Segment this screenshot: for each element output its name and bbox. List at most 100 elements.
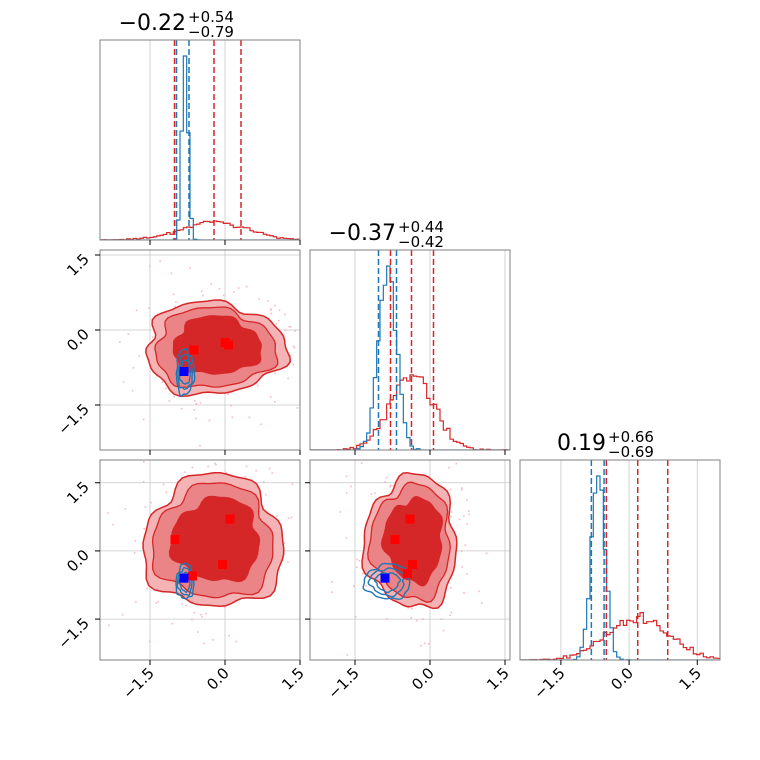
scatter-point: [142, 418, 145, 421]
scatter-point: [423, 642, 426, 645]
scatter-point: [172, 293, 175, 296]
scatter-point: [203, 642, 205, 645]
scatter-point: [448, 466, 450, 469]
scatter-point: [193, 611, 196, 614]
scatter-point: [422, 618, 424, 621]
scatter-point: [345, 492, 348, 494]
red-histogram: [520, 612, 720, 660]
scatter-point: [450, 515, 452, 518]
scatter-point: [352, 585, 355, 587]
panel-content: [107, 460, 300, 645]
scatter-point: [151, 336, 154, 339]
scatter-point: [228, 634, 231, 637]
x-tick-label: −1.5: [530, 664, 568, 702]
scatter-point: [278, 309, 281, 311]
scatter-point: [411, 608, 413, 610]
scatter-point: [233, 291, 235, 293]
scatter-point: [416, 619, 418, 622]
scatter-point: [174, 305, 177, 308]
scatter-point: [466, 572, 468, 575]
scatter-point: [162, 483, 165, 486]
scatter-point: [245, 285, 248, 288]
red-marker: [225, 514, 235, 524]
scatter-point: [407, 606, 410, 609]
scatter-point: [465, 499, 468, 501]
x-tick-label: −1.5: [119, 664, 157, 702]
scatter-point: [294, 330, 297, 332]
scatter-point: [155, 602, 158, 604]
scatter-point: [108, 624, 110, 627]
panel-title: −0.22: [119, 11, 186, 36]
scatter-point: [207, 465, 209, 468]
red-histogram: [100, 220, 300, 240]
scatter-point: [180, 407, 183, 410]
scatter-point: [339, 511, 342, 513]
y-tick-label: 1.5: [63, 478, 93, 508]
scatter-point: [133, 552, 136, 554]
scatter-point: [291, 483, 294, 486]
scatter-point: [199, 444, 201, 447]
x-tick-label: 0.0: [203, 664, 233, 694]
scatter-point: [142, 461, 145, 463]
scatter-point: [350, 485, 352, 488]
red-marker: [189, 345, 199, 355]
scatter-point: [263, 480, 265, 483]
scatter-point: [467, 510, 470, 512]
scatter-point: [345, 475, 348, 478]
scatter-point: [215, 463, 217, 466]
scatter-point: [150, 501, 152, 504]
scatter-point: [306, 383, 308, 385]
scatter-point: [274, 401, 276, 403]
scatter-point: [157, 600, 160, 603]
scatter-point: [124, 508, 127, 510]
panel-background: [520, 460, 720, 660]
scatter-point: [258, 298, 260, 300]
scatter-point: [354, 615, 357, 618]
scatter-point: [201, 616, 203, 618]
panel-frame: [309, 249, 511, 451]
scatter-point: [142, 480, 145, 483]
scatter-point: [148, 265, 151, 268]
scatter-point: [289, 354, 292, 357]
scatter-point: [292, 363, 294, 366]
scatter-point: [389, 485, 391, 488]
scatter-point: [184, 471, 186, 473]
scatter-point: [230, 404, 232, 407]
scatter-point: [410, 616, 413, 619]
scatter-point: [191, 618, 193, 621]
scatter-point: [427, 643, 430, 645]
scatter-point: [449, 488, 452, 491]
scatter-point: [288, 325, 291, 328]
red-marker: [188, 571, 197, 581]
scatter-point: [165, 491, 168, 494]
scatter-point: [132, 366, 135, 369]
scatter-point: [135, 309, 138, 312]
scatter-point: [307, 352, 309, 354]
scatter-point: [380, 458, 382, 460]
scatter-point: [191, 466, 194, 469]
panel-content: [118, 260, 309, 447]
x-tick-label: 0.0: [607, 664, 637, 694]
scatter-point: [237, 287, 240, 289]
panel-2-2: 0.19 +0.66−0.69 −1.5 0.0 1.5: [519, 428, 721, 703]
x-tick-label: −1.5: [324, 664, 362, 702]
panel-content: [520, 460, 720, 660]
blue-contour: [362, 562, 411, 600]
red-marker: [170, 535, 180, 545]
blue-histogram: [310, 265, 510, 450]
scatter-point: [290, 516, 293, 519]
y-tick-label: 0.0: [63, 325, 93, 355]
scatter-point: [374, 492, 376, 495]
scatter-point: [468, 513, 471, 516]
scatter-point: [276, 515, 278, 517]
red-contour-inner: [380, 495, 444, 587]
scatter-point: [212, 639, 214, 641]
scatter-point: [195, 417, 197, 420]
scatter-point: [466, 523, 468, 526]
scatter-point: [356, 566, 358, 569]
scatter-point: [362, 572, 364, 575]
panel-frame: [99, 459, 301, 661]
scatter-point: [287, 377, 290, 380]
panel-content: [310, 250, 510, 450]
scatter-point: [287, 561, 289, 563]
